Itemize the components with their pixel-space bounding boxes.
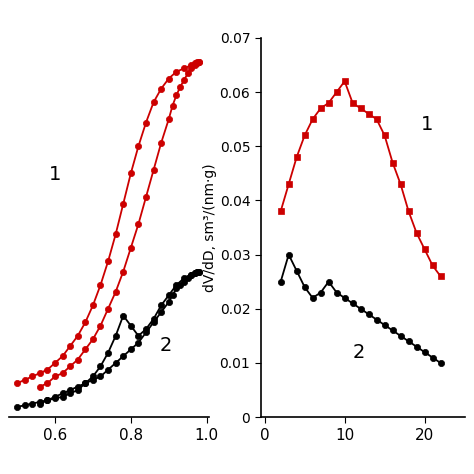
Text: 1: 1 (49, 165, 62, 184)
Text: 2: 2 (353, 343, 365, 362)
Text: 1: 1 (420, 115, 433, 134)
Y-axis label: dV/dD, sm³/(nm·g): dV/dD, sm³/(nm·g) (203, 163, 217, 292)
Text: 2: 2 (159, 336, 172, 355)
